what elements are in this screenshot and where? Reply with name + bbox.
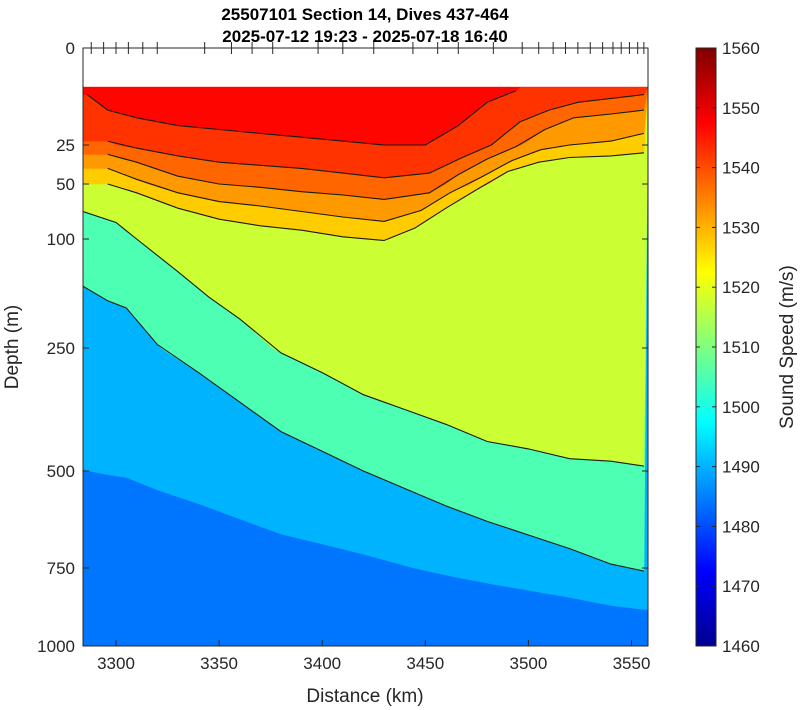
x-tick-label: 3300 [97,654,135,673]
colorbar-tick-label: 1500 [722,398,760,417]
x-tick-label: 3450 [406,654,444,673]
contour-line [107,132,645,222]
contour-line [86,90,517,146]
y-axis-label: Depth (m) [2,305,23,389]
x-tick-label: 3550 [613,654,651,673]
contour-line [107,152,644,242]
colorbar-tick-label: 1520 [722,278,760,297]
y-tick-label: 100 [47,230,75,249]
x-axis-label: Distance (km) [306,686,423,707]
y-tick-label: 750 [47,559,75,578]
colorbar-tick-label: 1550 [722,99,760,118]
x-tick-label: 3400 [303,654,341,673]
y-tick-label: 25 [56,136,75,155]
y-tick-label: 1000 [37,637,75,656]
colorbar-tick-label: 1510 [722,338,760,357]
no-data-region [83,48,648,87]
contour-line [107,94,644,179]
contour-lines [83,90,645,572]
colorbar-tick-label: 1530 [722,218,760,237]
dive-markers [90,42,645,54]
colorbar-tick-label: 1540 [722,159,760,178]
colorbar-tick-label: 1480 [722,517,760,536]
deep-low-speed-region [83,469,648,646]
x-axis: 3300 3350 3400 3450 3500 3550 [97,640,650,673]
x-tick-label: 3350 [200,654,238,673]
y-tick-label: 500 [47,462,75,481]
contour-line [83,285,645,572]
contour-line [83,210,644,467]
colorbar-tick-label: 1460 [722,637,760,656]
colorbar-ticks: 1460 1470 1480 1490 1500 1510 1520 1530 1540 1550… [696,39,760,656]
colorbar-label: Sound Speed (m/s) [777,265,798,429]
colorbar-tick-label: 1560 [722,39,760,58]
x-tick-label: 3500 [509,654,547,673]
y-tick-label: 50 [56,175,75,194]
y-tick-label: 250 [47,339,75,358]
plot-frame [82,47,649,647]
contour-line [107,109,644,200]
chart-title: 25507101 Section 14, Dives 437-464 [221,5,509,24]
colorbar-tick-label: 1490 [722,458,760,477]
sound-speed-field [83,48,648,646]
y-tick-label: 0 [66,39,75,58]
colorbar-tick-label: 1470 [722,577,760,596]
chart-subtitle: 2025-07-12 19:23 - 2025-07-18 16:40 [222,27,507,46]
y-axis: 0 25 50 100 250 500 750 1000 [37,39,648,656]
